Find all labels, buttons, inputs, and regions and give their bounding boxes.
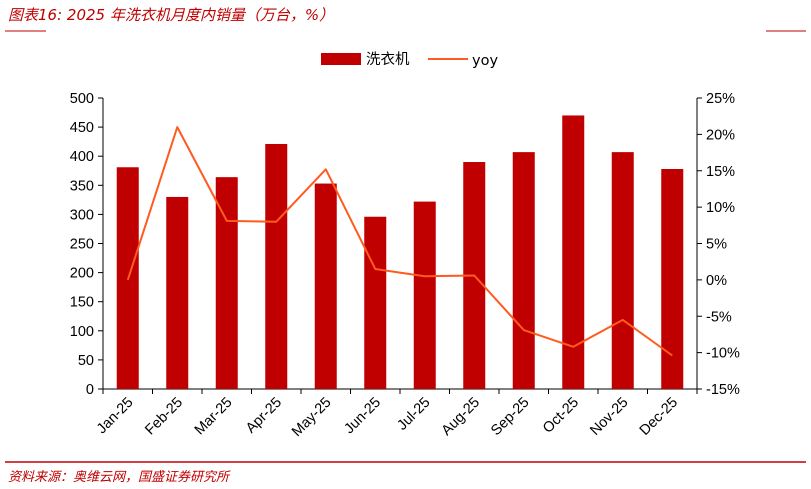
y-left-tick-label: 400 [70,149,94,165]
y-left-tick-label: 50 [78,353,94,369]
bar-jun-25 [364,216,387,389]
legend-swatch-bar [321,53,361,65]
bar-oct-25 [562,115,585,390]
bar-apr-25 [265,143,288,389]
x-tick-label: Oct-25 [540,395,582,437]
y-right-tick-label: -10% [706,346,740,362]
x-tick-label: Mar-25 [192,395,236,439]
y-left-tick-label: 500 [70,91,94,107]
bar-mar-25 [215,177,238,389]
y-left-tick-label: 350 [70,178,94,194]
bar-sep-25 [512,152,535,389]
y-right-tick-label: 15% [706,164,735,180]
bar-feb-25 [166,196,189,389]
x-tick-label: Feb-25 [142,395,186,439]
x-tick-label: Aug-25 [439,395,483,439]
y-right-tick-label: 10% [706,200,735,216]
y-left-tick-label: 0 [86,382,94,398]
axes: 0 50 100 150 200 250 300 350 400 450 500 -15% -10% -5… [70,91,740,398]
y-left-tick-label: 300 [70,207,94,223]
bar-jul-25 [413,201,436,389]
y-left-tick-label: 200 [70,266,94,282]
y-right-tick-label: -15% [706,382,740,398]
x-tick-label: Jul-25 [394,395,433,434]
bar-series [116,115,684,390]
y-right-tick-label: 20% [706,127,735,143]
x-tick-label: Jun-25 [341,395,384,438]
x-tick-label: Jan-25 [94,395,137,438]
y-right-tick-label: 25% [706,91,735,107]
yoy-line-series [126,126,673,357]
y-left-tick-label: 100 [70,324,94,340]
x-tick-label: Nov-25 [587,395,631,439]
x-axis-labels: Jan-25 Feb-25 Mar-25 Apr-25 May-25 Jun-25 Jul-… [94,395,681,441]
legend-label-line: yoy [472,53,498,69]
bar-may-25 [314,183,337,389]
legend: 洗衣机 yoy [321,51,498,69]
y-right-tick-label: -5% [706,309,732,325]
y-right-tick-label: 5% [706,237,727,253]
y-right-tick-label: 0% [706,273,727,289]
y-left-tick-label: 150 [70,295,94,311]
x-tick-label: Sep-25 [488,395,532,439]
bar-dec-25 [661,169,684,389]
x-tick-label: Dec-25 [637,395,681,439]
legend-label-bar: 洗衣机 [366,51,410,68]
y-left-tick-label: 250 [70,237,94,253]
y-left-tick-label: 450 [70,120,94,136]
yoy-line [126,126,673,357]
chart-title: 图表16: 2025 年洗衣机月度内销量（万台，%） [8,6,335,24]
x-tick-label: May-25 [289,395,335,441]
source-note: 资料来源：奥维云网，国盛证券研究所 [8,470,230,485]
x-tick-label: Apr-25 [243,395,285,437]
bar-nov-25 [611,152,634,389]
